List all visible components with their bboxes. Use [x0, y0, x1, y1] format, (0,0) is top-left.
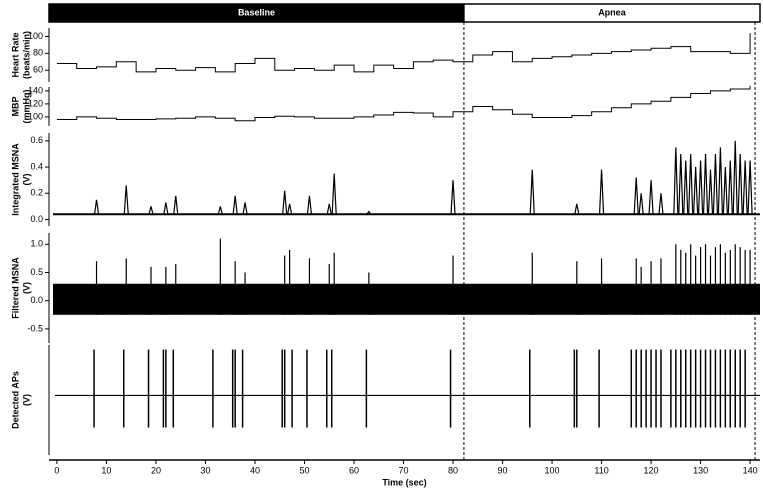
burst	[658, 193, 664, 215]
burst	[697, 160, 704, 215]
burst	[638, 193, 644, 215]
burst	[648, 180, 654, 215]
y-tick-label: 80	[33, 48, 43, 58]
burst	[123, 185, 129, 215]
line	[56, 85, 751, 122]
y-axis-label: Heart Rate	[10, 32, 20, 77]
y-tick-label: 60	[33, 65, 43, 75]
burst	[678, 153, 684, 215]
x-tick-label: 120	[644, 465, 659, 475]
burst	[242, 202, 248, 215]
phase-label: Baseline	[238, 7, 275, 17]
y-tick-label: 100	[28, 31, 43, 41]
burst	[173, 195, 179, 215]
y-axis-label: (V)	[21, 394, 31, 406]
burst	[742, 160, 748, 215]
x-tick-label: 60	[349, 465, 359, 475]
x-tick-label: 20	[151, 465, 161, 475]
burst	[326, 203, 332, 215]
burst	[148, 206, 154, 215]
burst	[598, 169, 605, 215]
burst	[717, 147, 723, 215]
y-tick-label: 0.5	[30, 267, 43, 277]
burst	[287, 203, 293, 215]
x-tick-label: 100	[545, 465, 560, 475]
y-tick-label: 0.0	[30, 295, 43, 305]
y-axis-label: Filtered MSNA	[10, 257, 20, 319]
phase-label: Apnea	[598, 7, 627, 17]
burst	[683, 160, 689, 215]
x-tick-label: 40	[250, 465, 260, 475]
y-tick-label: 0.6	[30, 135, 43, 145]
y-axis-label: Integrated MSNA	[10, 143, 20, 216]
y-tick-label: 100	[28, 111, 43, 121]
y-axis-label: (V)	[21, 282, 31, 294]
y-tick-label: 120	[28, 98, 43, 108]
x-tick-label: 80	[448, 465, 458, 475]
x-tick-label: 50	[299, 465, 309, 475]
burst	[574, 203, 580, 215]
y-tick-label: 1.0	[30, 239, 43, 249]
y-axis-label: (beats/min)	[21, 31, 31, 79]
burst	[217, 206, 223, 215]
y-tick-label: 0.4	[30, 161, 43, 171]
burst	[450, 180, 456, 215]
x-tick-label: 0	[54, 465, 59, 475]
y-tick-label: 0.0	[30, 214, 43, 224]
y-axis-label: Detected APs	[10, 371, 20, 429]
burst	[232, 195, 238, 215]
x-tick-label: 70	[399, 465, 409, 475]
y-tick-label: 140	[28, 85, 43, 95]
y-tick-label: 0.2	[30, 188, 43, 198]
burst	[722, 167, 728, 215]
y-axis-label: MBP	[10, 97, 20, 117]
x-tick-label: 140	[743, 465, 758, 475]
burst	[707, 169, 714, 215]
burst	[737, 153, 743, 215]
burst	[633, 177, 639, 215]
burst	[702, 153, 709, 215]
burst	[331, 173, 337, 215]
burst	[673, 147, 679, 215]
y-axis-label: (mmHg)	[21, 90, 31, 124]
noise-band	[53, 283, 760, 315]
x-tick-label: 10	[101, 465, 111, 475]
x-tick-label: 130	[693, 465, 708, 475]
burst	[688, 153, 694, 215]
burst	[306, 195, 313, 215]
y-tick-label: -0.5	[27, 323, 43, 333]
burst	[93, 199, 100, 215]
line	[56, 33, 751, 73]
burst	[712, 153, 719, 215]
x-tick-label: 30	[200, 465, 210, 475]
burst	[529, 169, 535, 215]
x-tick-label: 110	[594, 465, 608, 475]
burst	[727, 160, 733, 215]
x-tick-label: 90	[498, 465, 508, 475]
burst	[732, 140, 738, 215]
y-axis-label: (V)	[21, 174, 31, 186]
burst	[747, 160, 753, 215]
phase-bar	[463, 3, 761, 23]
burst	[282, 190, 288, 215]
x-axis-label: Time (sec)	[382, 477, 426, 487]
burst	[366, 210, 372, 215]
burst	[163, 202, 169, 215]
burst	[693, 167, 699, 215]
